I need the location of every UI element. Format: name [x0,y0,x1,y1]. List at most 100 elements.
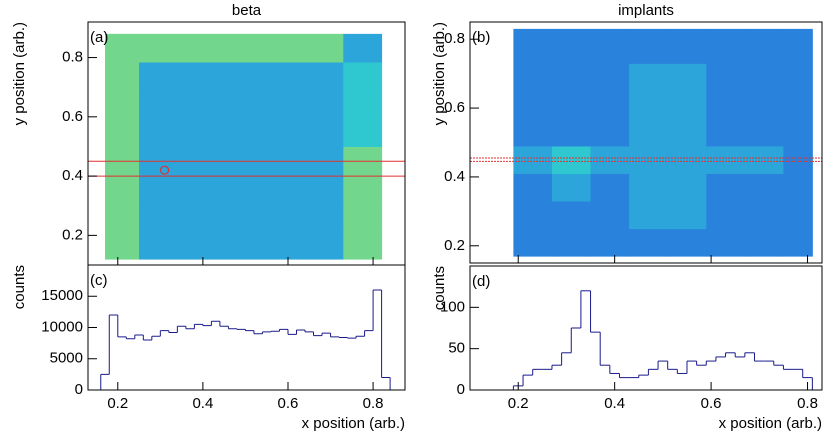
heatmap-cell [275,33,310,63]
x-axis-label: x position (arb.) [302,415,405,432]
heatmap-cell [275,118,310,147]
heatmap-cell [309,90,344,119]
heatmap-cell [551,201,592,230]
step-connector [512,290,813,390]
panel-label: (a) [90,29,108,46]
heatmap-cell [744,118,784,147]
heatmap-cell [173,174,208,204]
heatmap-cell [275,62,310,91]
heatmap-cell [513,145,553,174]
x-tick-label: 0.2 [508,395,529,412]
heatmap-cell [309,202,344,232]
heatmap-cell [207,174,242,204]
heatmap-cell [744,228,784,257]
heatmap-cell [629,201,669,230]
heatmap-cell [783,90,813,119]
heatmap-cell [241,230,276,260]
heatmap-cell [105,174,140,204]
x-tick-label: 0.4 [604,395,625,412]
x-tick-label: 0.6 [701,395,722,412]
heatmap-cell [207,62,242,91]
heatmap-cell [629,145,669,174]
heatmap-cell [105,90,140,119]
heatmap-cell [667,228,707,257]
heatmap-cell [706,63,746,92]
heatmap-cell [139,118,174,147]
heatmap-cell [513,90,553,119]
heatmap-cell [207,202,242,232]
heatmap-cell [667,90,707,119]
heatmap-cell [309,118,344,147]
panel: 0.2 0.4 0.6 0.8 x position (arb.) 0 5000 10000 1… [11,257,406,432]
heatmap-cell [343,90,383,119]
y-tick-label: 0.6 [62,108,83,125]
y-tick-label: 10000 [41,318,83,335]
heatmap-cell [343,230,383,260]
x-tick-label: 0.8 [363,395,384,412]
panel: 0.2 0.4 0.6 0.8 implants (b) y position (arb.) [431,2,823,264]
heatmap-cell [783,118,813,147]
heatmap-cell [241,202,276,232]
heatmap-cell [667,28,707,64]
heatmap-cell [783,145,813,174]
panel: 0.2 0.4 0.6 0.8 beta (a) y position (arb.) [11,2,406,266]
y-tick-label: 0.6 [444,99,465,116]
heatmap-cell [207,230,242,260]
heatmap-cell [139,230,174,260]
heatmap-cell [139,90,174,119]
heatmap-cell [667,173,707,202]
panel-label: (c) [90,272,108,289]
heatmap-cell [207,90,242,119]
x-tick-label: 0.6 [278,395,299,412]
heatmap-cell [783,228,813,257]
y-tick-label: 0 [457,381,465,398]
heatmap-cell [629,28,669,64]
heatmap-cell [139,202,174,232]
heatmap-cell [513,118,553,147]
heatmap-cell [343,33,383,63]
x-axis-label: x position (arb.) [719,415,822,432]
x-tick-label: 0.8 [797,395,818,412]
heatmap-cell [744,173,784,202]
heatmap-cell [744,63,784,92]
heatmap-cell [590,90,630,119]
heatmap-cell [173,118,208,147]
heatmap-cell [706,28,746,64]
heatmap-cell [744,90,784,119]
heatmap-cell [590,118,630,147]
heatmap-cell [173,62,208,91]
heatmap-cell [551,145,592,174]
heatmap-cell [551,118,592,147]
heatmap-cell [241,33,276,63]
panel: 0.2 0.4 0.6 0.8 x position (arb.) 0 50 100 (d) co… [431,255,823,432]
heatmap-cell [744,201,784,230]
heatmap-cell [139,33,174,63]
heatmap-cell [590,173,630,202]
heatmap-cell [173,202,208,232]
heatmap-cell [343,62,383,91]
heatmap-cell [629,118,669,147]
heatmap-cell [343,118,383,147]
heatmap-cell [513,28,553,64]
heatmap-cell [551,63,592,92]
plot-frame [469,265,823,391]
y-tick-label: 0 [75,381,83,398]
heatmap-cell [629,173,669,202]
x-tick-label: 0.2 [107,395,128,412]
y-tick-label: 0.8 [62,49,83,66]
heatmap-cell [513,63,553,92]
heatmap-cell [139,174,174,204]
heatmap-cell [629,63,669,92]
heatmap-cell [241,174,276,204]
heatmap-cell [241,90,276,119]
heatmap-cell [783,63,813,92]
heatmap-cell [783,201,813,230]
plot-frame [87,264,406,391]
heatmap-cell [343,202,383,232]
heatmap-cell [343,174,383,204]
heatmap-cell [706,90,746,119]
heatmap-cell [241,62,276,91]
y-tick-label: 15000 [41,287,83,304]
heatmap-cell [309,62,344,91]
